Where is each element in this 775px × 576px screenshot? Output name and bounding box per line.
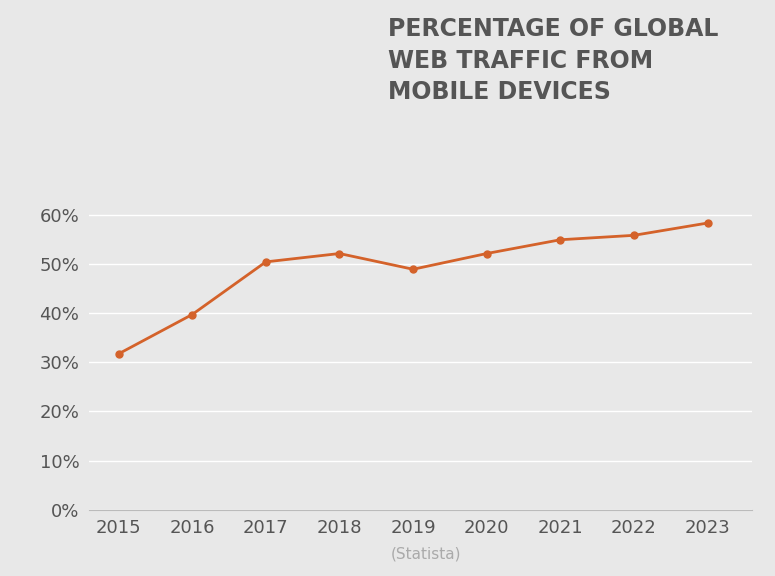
Text: (Statista): (Statista) [391,547,461,562]
Text: PERCENTAGE OF GLOBAL
WEB TRAFFIC FROM
MOBILE DEVICES: PERCENTAGE OF GLOBAL WEB TRAFFIC FROM MO… [388,17,718,104]
